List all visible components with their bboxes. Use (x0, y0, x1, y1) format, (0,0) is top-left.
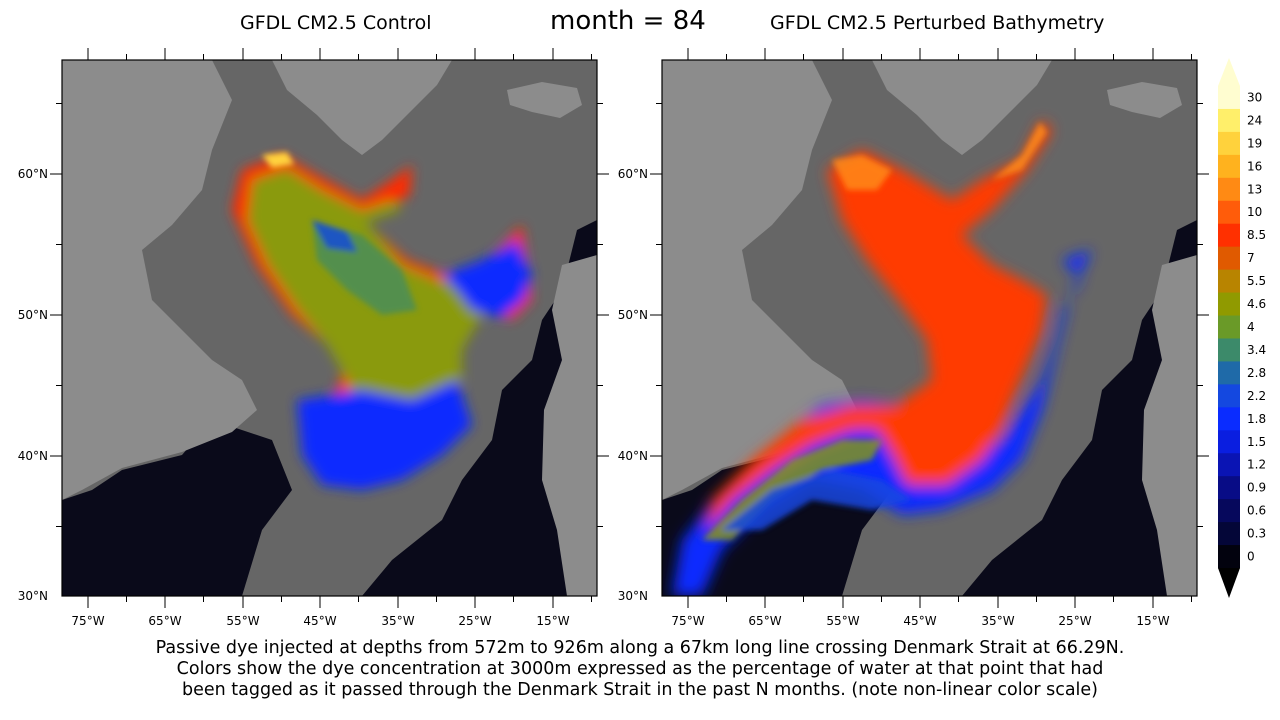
lon-label: 15°W (1136, 614, 1169, 628)
caption-line-3: been tagged as it passed through the Den… (181, 680, 1099, 700)
colorbar-swatch (1218, 545, 1240, 569)
lat-label: 50°N (618, 308, 648, 322)
colorbar-label: 13 (1247, 182, 1262, 196)
lon-label: 75°W (671, 614, 704, 628)
colorbar-label: 2.2 (1247, 389, 1266, 403)
colorbar-swatch (1218, 223, 1240, 248)
colorbar-label: 3.4 (1247, 343, 1266, 357)
colorbar-label: 4.6 (1247, 297, 1266, 311)
lon-label: 75°W (71, 614, 104, 628)
lon-label: 45°W (903, 614, 936, 628)
lat-label: 60°N (18, 167, 48, 181)
colorbar-label: 2.8 (1247, 366, 1266, 380)
lat-label: 40°N (618, 449, 648, 463)
figure-caption: Passive dye injected at depths from 572m… (0, 638, 1280, 701)
colorbar-swatch (1218, 430, 1240, 454)
colorbar-label: 7 (1247, 251, 1255, 265)
caption-line-1: Passive dye injected at depths from 572m… (155, 638, 1125, 658)
colorbar-swatch (1218, 476, 1240, 500)
colorbar-swatch (1218, 269, 1240, 294)
right-panel-title: GFDL CM2.5 Perturbed Bathymetry (770, 12, 1105, 34)
colorbar-label: 1.8 (1247, 412, 1266, 426)
lon-label: 65°W (748, 614, 781, 628)
colorbar-swatch (1218, 453, 1240, 477)
colorbar-label: 0.6 (1247, 504, 1266, 518)
colorbar-label: 30 (1247, 90, 1262, 104)
lon-label: 25°W (458, 614, 491, 628)
lon-label: 35°W (381, 614, 414, 628)
colorbar-label: 24 (1247, 113, 1262, 127)
colorbar-swatch (1218, 131, 1240, 156)
colorbar-swatch (1218, 384, 1240, 408)
colorbar-swatch (1218, 522, 1240, 546)
colorbar-label: 0.3 (1247, 527, 1266, 541)
control-map (62, 60, 597, 596)
colorbar-swatch (1218, 200, 1240, 225)
colorbar-label: 1.2 (1247, 458, 1266, 472)
left-panel-title: GFDL CM2.5 Control (240, 12, 432, 34)
colorbar-swatch (1218, 108, 1240, 133)
colorbar-max-arrow (1218, 58, 1240, 86)
colorbar-swatch (1218, 315, 1240, 339)
colorbar-label: 0 (1247, 550, 1255, 564)
month-label: month = 84 (550, 6, 706, 36)
colorbar-label: 8.5 (1247, 228, 1266, 242)
lon-label: 25°W (1058, 614, 1091, 628)
lon-label: 55°W (826, 614, 859, 628)
colorbar-label: 4 (1247, 320, 1255, 334)
lon-label: 55°W (226, 614, 259, 628)
lon-label: 35°W (981, 614, 1014, 628)
lat-label: 40°N (18, 449, 48, 463)
lon-label: 15°W (536, 614, 569, 628)
lat-label: 50°N (18, 308, 48, 322)
perturbed-map (662, 60, 1197, 596)
lat-label: 30°N (618, 589, 648, 603)
colorbar-swatch (1218, 177, 1240, 202)
colorbar-swatch (1218, 499, 1240, 523)
color-scale-bar: 30 24 19 16 13 10 8.5 7 5.5 4.6 4 3.4 2.8 2.2 1.8 1.5 1.… (1218, 58, 1266, 598)
lat-label: 30°N (18, 589, 48, 603)
colorbar-min-arrow (1218, 568, 1240, 598)
colorbar-label: 16 (1247, 159, 1262, 173)
lon-label: 45°W (303, 614, 336, 628)
colorbar-swatch (1218, 154, 1240, 179)
lon-label: 65°W (148, 614, 181, 628)
colorbar-swatch (1218, 86, 1240, 110)
caption-line-2: Colors show the dye concentration at 300… (176, 659, 1104, 679)
colorbar-swatch (1218, 246, 1240, 271)
lat-label: 60°N (618, 167, 648, 181)
colorbar-swatch (1218, 338, 1240, 362)
colorbar-label: 5.5 (1247, 274, 1266, 288)
colorbar-label: 10 (1247, 205, 1262, 219)
colorbar-swatch (1218, 361, 1240, 385)
colorbar-label: 19 (1247, 136, 1262, 150)
colorbar-swatch (1218, 407, 1240, 431)
colorbar-label: 0.9 (1247, 481, 1266, 495)
colorbar-label: 1.5 (1247, 435, 1266, 449)
colorbar-swatch (1218, 292, 1240, 317)
